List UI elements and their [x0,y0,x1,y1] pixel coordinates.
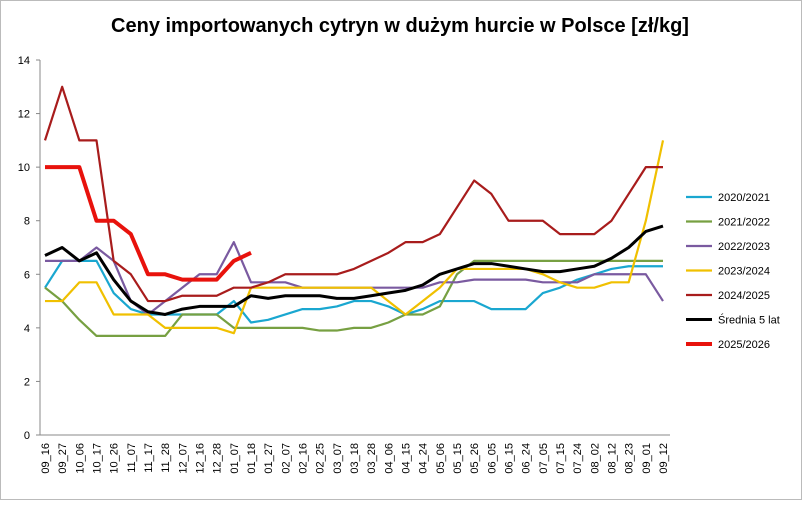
legend-label: 2022/2023 [718,241,770,253]
x-tick-label: 04_15 [401,443,413,474]
chart-title: Ceny importowanych cytryn w dużym hurcie… [111,15,689,37]
series-line [44,224,664,316]
x-tick-label: 01_27 [263,443,275,474]
x-tick-label: 12_16 [195,443,207,474]
x-tick-label: 06_15 [504,443,516,474]
x-tick-label: 03_07 [332,443,344,474]
x-tick-label: 12_28 [212,443,224,474]
x-tick-label: 02_25 [315,443,327,474]
x-tick-label: 08_12 [607,443,619,474]
x-tick-label: 09_27 [57,443,69,474]
x-tick-label: 09_16 [40,443,52,474]
x-tick-label: 04_24 [418,443,430,474]
x-tick-label: 10_26 [109,443,121,474]
x-tick-label: 09_01 [641,443,653,474]
y-tick-label: 4 [24,323,30,335]
x-tick-label: 02_07 [280,443,292,474]
y-tick-label: 0 [24,430,30,442]
x-tick-label: 04_06 [383,443,395,474]
legend-label: 2020/2021 [718,192,770,204]
legend-label: 2024/2025 [718,290,770,302]
y-tick-label: 14 [18,55,30,67]
x-tick-label: 08_02 [589,443,601,474]
x-tick-label: 06_24 [521,443,533,474]
legend-label: 2021/2022 [718,217,770,229]
series-line [43,85,663,303]
x-tick-label: 01_07 [229,443,241,474]
y-tick-label: 6 [24,269,30,281]
x-tick-label: 07_15 [555,443,567,474]
x-tick-label: 10_17 [92,443,104,474]
x-tick-label: 07_24 [572,443,584,474]
legend-label: 2023/2024 [718,266,770,278]
x-tick-label: 12_07 [177,443,189,474]
x-tick-label: 11_28 [160,443,172,473]
legend-label: Średnia 5 lat [718,314,780,327]
x-tick-label: 09_12 [658,443,670,474]
x-tick-label: 03_28 [366,443,378,474]
x-tick-label: 05_26 [469,443,481,474]
x-tick-label: 08_23 [624,443,636,474]
x-tick-label: 06_05 [486,443,498,474]
x-tick-label: 01_18 [246,443,258,474]
y-tick-label: 2 [24,376,30,388]
x-tick-label: 05_15 [452,443,464,474]
x-tick-label: 11_07 [126,443,138,473]
series-line [45,165,252,282]
y-tick-label: 12 [18,109,30,121]
legend-label: 2025/2026 [718,339,770,351]
series-line [44,259,663,337]
x-tick-label: 02_16 [298,443,310,474]
x-tick-label: 03_18 [349,443,361,474]
series-line [45,140,665,335]
x-tick-label: 05_06 [435,443,447,474]
y-tick-label: 10 [18,162,30,174]
x-tick-label: 11_17 [143,443,155,473]
x-tick-label: 07_05 [538,443,550,474]
x-tick-label: 10_06 [74,443,86,474]
y-tick-label: 8 [24,216,30,228]
